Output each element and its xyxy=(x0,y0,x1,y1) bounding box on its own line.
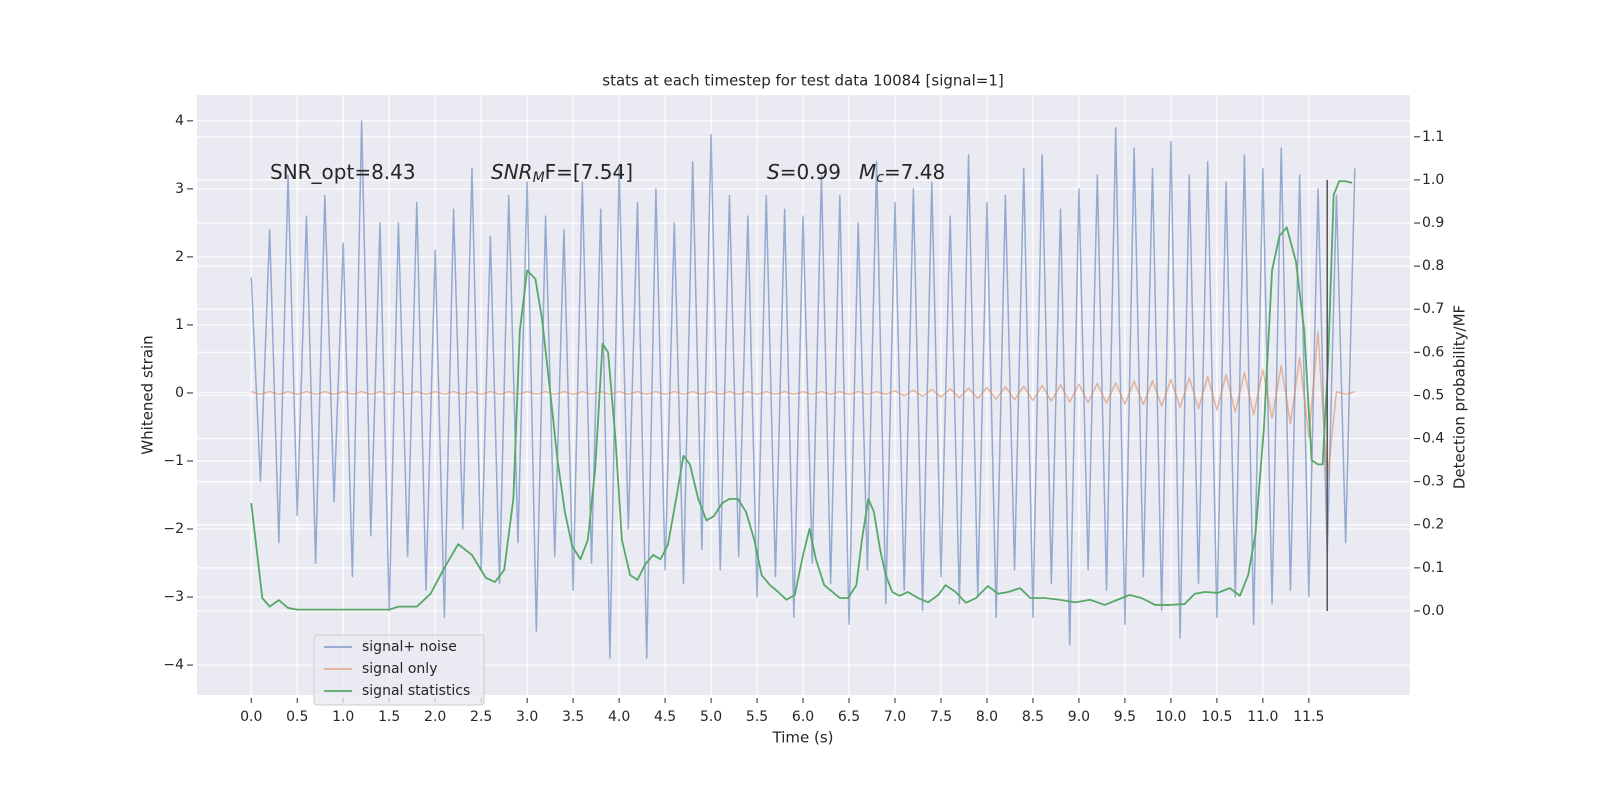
x-tick-label: 0.5 xyxy=(286,709,308,725)
x-tick-label: 6.0 xyxy=(792,709,814,725)
y-tick-label: −3 xyxy=(163,589,184,605)
x-tick-label: 10.5 xyxy=(1201,709,1232,725)
annotation-text: F=[7.54] xyxy=(545,160,633,184)
x-tick-label: 6.5 xyxy=(838,709,860,725)
y2-tick-label: 0.1 xyxy=(1422,560,1444,576)
annotation: S=0.99 xyxy=(767,160,841,184)
x-tick-label: 1.0 xyxy=(332,709,354,725)
y2-tick-label: 0.9 xyxy=(1422,215,1444,231)
annotation-text: =7.48 xyxy=(884,160,945,184)
legend-label: signal+ noise xyxy=(362,639,457,655)
x-tick-label: 0.0 xyxy=(240,709,262,725)
y2-tick-label: 1.0 xyxy=(1422,172,1444,188)
y-tick-label: −1 xyxy=(163,453,184,469)
x-tick-label: 1.5 xyxy=(378,709,400,725)
y2-tick-label: 0.2 xyxy=(1422,517,1444,533)
y2-tick-label: 0.7 xyxy=(1422,301,1444,317)
y-tick-label: 1 xyxy=(175,317,184,333)
y-tick-label: −4 xyxy=(163,657,184,673)
annotation: SNRMF=[7.54] xyxy=(491,160,633,187)
legend-label: signal statistics xyxy=(362,683,470,699)
x-tick-label: 7.0 xyxy=(884,709,906,725)
series-line xyxy=(250,180,1353,611)
y-tick-label: 2 xyxy=(175,249,184,265)
annotation-sub: M xyxy=(533,170,545,186)
annotation-text: SNR_opt=8.43 xyxy=(270,160,416,184)
y2-tick-label: 0.3 xyxy=(1422,474,1444,490)
annotation-italic: SNR xyxy=(491,160,533,184)
y2-tick-label: 0.8 xyxy=(1422,258,1444,274)
x-tick-label: 11.5 xyxy=(1293,709,1324,725)
y-tick-label: 3 xyxy=(175,181,184,197)
x-tick-label: 9.5 xyxy=(1114,709,1136,725)
x-tick-label: 8.5 xyxy=(1022,709,1044,725)
y-tick-label: 4 xyxy=(175,113,184,129)
y2-tick-label: 0.5 xyxy=(1422,387,1444,403)
x-axis-label: Time (s) xyxy=(772,729,834,747)
y2-tick-label: 0.4 xyxy=(1422,431,1444,447)
x-tick-label: 3.5 xyxy=(562,709,584,725)
legend: signal+ noise signal only signal statistic… xyxy=(313,634,485,706)
x-tick-label: 4.5 xyxy=(654,709,676,725)
x-tick-label: 9.0 xyxy=(1068,709,1090,725)
series-line xyxy=(250,120,1356,660)
x-tick-label: 7.5 xyxy=(930,709,952,725)
y2-tick-label: 0.0 xyxy=(1422,603,1444,619)
y-tick-label: 0 xyxy=(175,385,184,401)
chart-title: stats at each timestep for test data 100… xyxy=(602,72,1003,90)
x-tick-label: 3.0 xyxy=(516,709,538,725)
x-tick-label: 4.0 xyxy=(608,709,630,725)
y-tick-label: −2 xyxy=(163,521,184,537)
annotation-text: =0.99 xyxy=(780,160,841,184)
annotation: Mc=7.48 xyxy=(859,160,945,187)
annotation-italic: M xyxy=(859,160,876,184)
series-line xyxy=(251,330,1356,483)
annotation-sub: c xyxy=(876,170,884,186)
annotation: SNR_opt=8.43 xyxy=(270,160,416,184)
y-axis-label: Whitened strain xyxy=(139,335,157,454)
x-tick-label: 5.5 xyxy=(746,709,768,725)
x-tick-label: 8.0 xyxy=(976,709,998,725)
x-tick-label: 10.0 xyxy=(1155,709,1186,725)
y2-tick-label: 1.1 xyxy=(1422,129,1444,145)
data-layer xyxy=(250,120,1356,660)
x-tick-label: 5.0 xyxy=(700,709,722,725)
y2-tick-label: 0.6 xyxy=(1422,344,1444,360)
annotation-italic: S xyxy=(767,160,780,184)
x-tick-label: 2.0 xyxy=(424,709,446,725)
legend-box xyxy=(313,634,485,706)
legend-label: signal only xyxy=(362,661,437,677)
x-tick-label: 11.0 xyxy=(1247,709,1278,725)
y2-axis-label: Detection probability/MF xyxy=(1451,305,1469,489)
x-tick-label: 2.5 xyxy=(470,709,492,725)
